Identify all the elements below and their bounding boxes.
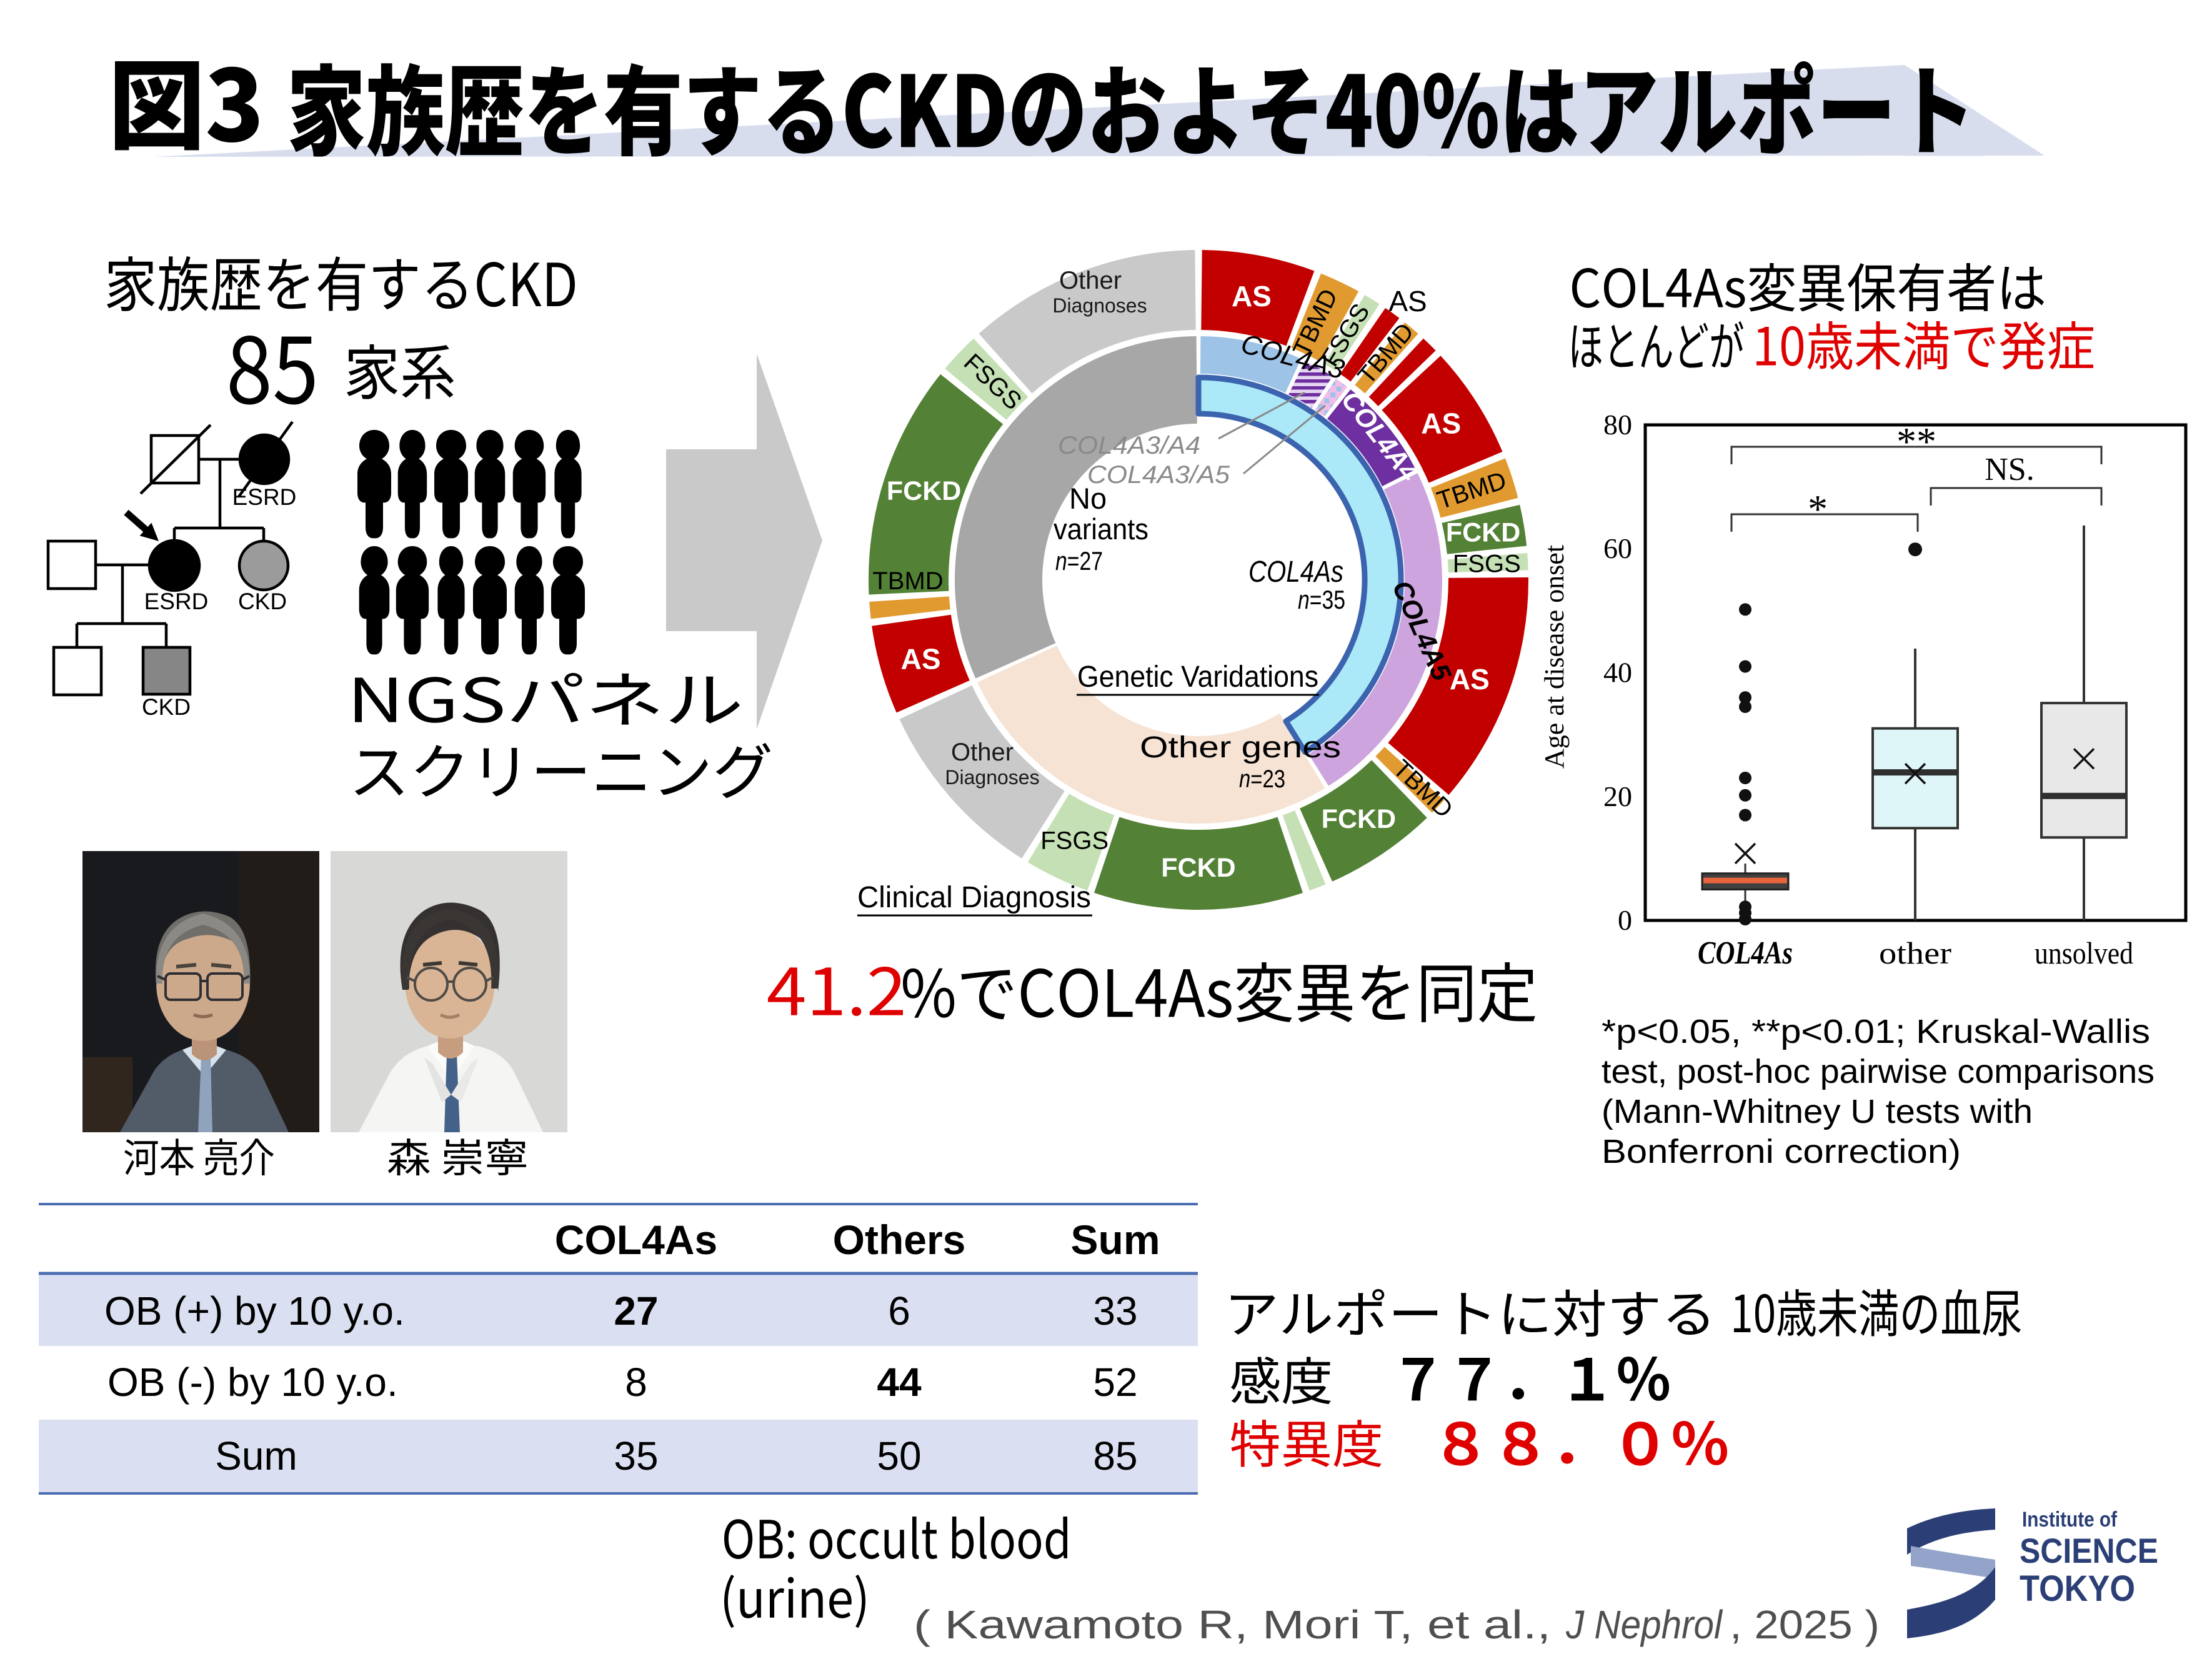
svg-text:Sum: Sum (215, 1433, 297, 1478)
svg-text:CKD: CKD (142, 694, 191, 720)
svg-text:No: No (1069, 482, 1107, 515)
svg-text:40: 40 (1603, 657, 1632, 689)
svg-text:unsolved: unsolved (2035, 935, 2133, 970)
svg-text:AS: AS (1232, 280, 1272, 312)
svg-text:FCKD: FCKD (1161, 853, 1235, 883)
svg-text:33: 33 (1093, 1288, 1137, 1333)
svg-text:TBMD: TBMD (872, 567, 943, 595)
svg-text:NS.: NS. (1985, 452, 2034, 487)
svg-text:COL4A3/A5: COL4A3/A5 (1087, 461, 1230, 489)
svg-text:, 2025 ): , 2025 ) (1730, 1602, 1880, 1647)
svg-text:ESRD: ESRD (232, 484, 297, 510)
svg-text:*p<0.05, **p<0.01; Kruskal-Wal: *p<0.05, **p<0.01; Kruskal-Wallis (1602, 1013, 2150, 1050)
svg-text:20: 20 (1603, 780, 1632, 812)
svg-text:Sum: Sum (1070, 1217, 1160, 1263)
svg-text:Bonferroni correction): Bonferroni correction) (1602, 1133, 1961, 1170)
svg-text:52: 52 (1093, 1360, 1137, 1405)
svg-text:CKD: CKD (238, 589, 287, 614)
svg-text:COL4As: COL4As (1698, 935, 1793, 971)
svg-text:50: 50 (877, 1433, 921, 1478)
svg-text:Others: Others (833, 1217, 966, 1263)
svg-text:AS: AS (1450, 663, 1490, 695)
svg-text:6: 6 (888, 1288, 910, 1333)
svg-text:8: 8 (625, 1360, 647, 1405)
svg-text:(Mann-Whitney U tests with: (Mann-Whitney U tests with (1602, 1093, 2033, 1130)
svg-text:AS: AS (1388, 285, 1427, 317)
svg-text:AS: AS (901, 642, 941, 675)
svg-text:Other genes: Other genes (1140, 731, 1341, 764)
svg-text:FSGS: FSGS (1453, 550, 1521, 577)
svg-text:Other: Other (1059, 267, 1122, 294)
svg-text:Diagnoses: Diagnoses (945, 766, 1039, 789)
svg-text:FCKD: FCKD (1322, 804, 1396, 834)
svg-text:FCKD: FCKD (887, 476, 961, 506)
svg-text:**: ** (1896, 419, 1936, 464)
svg-text:60: 60 (1603, 532, 1632, 564)
svg-text:Diagnoses: Diagnoses (1052, 294, 1147, 317)
svg-text:variants: variants (1054, 512, 1148, 546)
svg-text:AS: AS (1421, 407, 1461, 440)
svg-text:n=35: n=35 (1298, 585, 1345, 614)
svg-text:85: 85 (1093, 1433, 1137, 1478)
svg-text:( Kawamoto R, Mori T, et al.,: ( Kawamoto R, Mori T, et al., (914, 1602, 1551, 1647)
svg-text:Institute of: Institute of (2022, 1508, 2118, 1532)
svg-text:J Nephrol: J Nephrol (1565, 1602, 1723, 1647)
svg-text:44: 44 (877, 1360, 922, 1405)
svg-text:OB (-) by 10 y.o.: OB (-) by 10 y.o. (107, 1360, 398, 1405)
svg-text:SCIENCE: SCIENCE (2020, 1531, 2158, 1570)
svg-text:FSGS: FSGS (1040, 827, 1108, 854)
svg-text:Genetic Varidations: Genetic Varidations (1077, 660, 1318, 694)
svg-text:n=27: n=27 (1055, 546, 1103, 575)
svg-text:COL4A3/A4: COL4A3/A4 (1058, 432, 1200, 459)
svg-text:test, post-hoc pairwise compar: test, post-hoc pairwise comparisons (1602, 1053, 2155, 1090)
svg-text:COL4As: COL4As (1248, 555, 1343, 589)
svg-text:Age at disease onset: Age at disease onset (1539, 545, 1570, 769)
svg-text:0: 0 (1618, 904, 1632, 936)
svg-text:TOKYO: TOKYO (2020, 1568, 2135, 1609)
svg-text:27: 27 (614, 1288, 658, 1333)
svg-text:COL4As: COL4As (555, 1217, 717, 1263)
svg-text:Other: Other (951, 739, 1014, 766)
svg-text:80: 80 (1603, 409, 1632, 441)
svg-text:FCKD: FCKD (1446, 518, 1520, 548)
svg-text:Clinical Diagnosis: Clinical Diagnosis (857, 881, 1091, 914)
svg-text:35: 35 (614, 1433, 658, 1478)
svg-text:ESRD: ESRD (144, 589, 209, 614)
svg-text:OB (+) by 10 y.o.: OB (+) by 10 y.o. (104, 1288, 405, 1333)
svg-text:other: other (1879, 935, 1951, 970)
svg-text:n=23: n=23 (1239, 765, 1285, 793)
svg-text:*: * (1808, 487, 1828, 531)
